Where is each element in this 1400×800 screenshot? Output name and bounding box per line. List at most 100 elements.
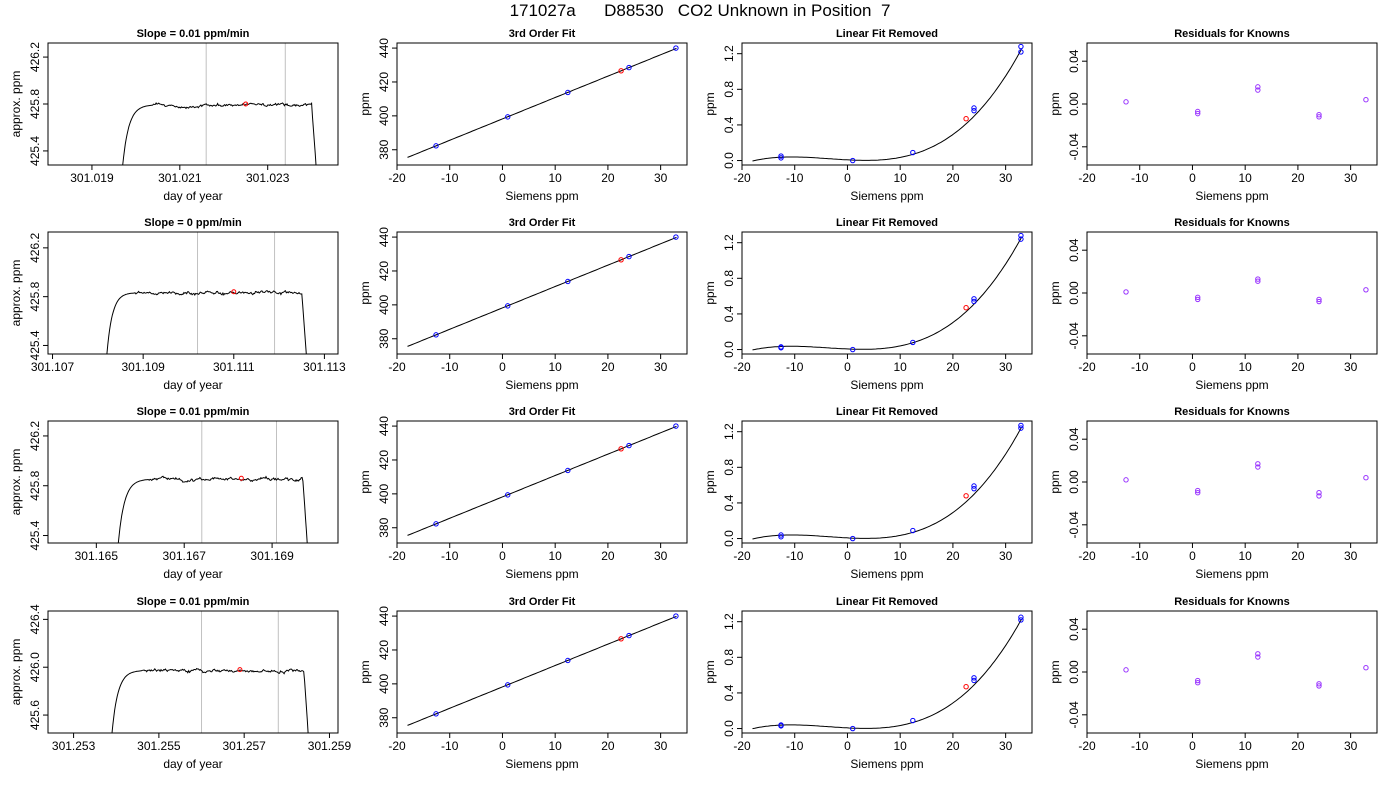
x-axis-label: Siemens ppm — [1195, 757, 1268, 771]
x-tick-label: 30 — [1344, 739, 1358, 753]
residual-point — [1316, 298, 1322, 305]
y-tick-label: 0.04 — [1067, 427, 1081, 451]
residual-point — [1255, 278, 1261, 284]
fit-curve — [407, 236, 677, 347]
x-tick-label: -20 — [388, 360, 406, 374]
x-tick-label: 30 — [999, 171, 1013, 185]
x-tick-label: 10 — [1239, 171, 1253, 185]
y-tick-label: 0.4 — [722, 305, 736, 322]
plot-frame — [741, 42, 1033, 166]
y-tick-label: -0.04 — [1067, 133, 1081, 161]
plot-frame — [741, 231, 1033, 355]
y-tick-label: 0.0 — [722, 720, 736, 737]
known-standard-point — [626, 64, 632, 71]
x-tick-label: 301.257 — [222, 739, 266, 753]
x-tick-label: 0 — [499, 549, 506, 563]
x-tick-label: 10 — [549, 739, 563, 753]
residual-point — [1195, 487, 1201, 494]
x-axis-label: day of year — [163, 189, 222, 203]
y-tick-label: 425.8 — [28, 470, 42, 500]
known-standard-point — [626, 253, 632, 260]
x-tick-label: 30 — [654, 549, 668, 563]
x-tick-label: 301.169 — [250, 549, 294, 563]
x-tick-label: 20 — [1291, 171, 1305, 185]
x-tick-label: 301.107 — [31, 360, 75, 374]
x-tick-label: 0 — [1189, 549, 1196, 563]
unknown-average-point — [238, 475, 244, 481]
y-tick-label: 0.0 — [722, 152, 736, 169]
unknown-sample-point — [618, 257, 624, 263]
y-tick-label: 0.0 — [722, 530, 736, 547]
x-tick-label: -10 — [1131, 360, 1149, 374]
known-standard-point — [778, 532, 784, 538]
x-tick-label: 20 — [946, 171, 960, 185]
residual-point — [1123, 99, 1129, 105]
x-tick-label: 0 — [844, 171, 851, 185]
panel-title: Residuals for Knowns — [1174, 596, 1290, 608]
residual-point — [1316, 683, 1322, 689]
x-tick-label: 301.109 — [121, 360, 165, 374]
y-tick-label: 380 — [377, 707, 391, 727]
y-tick-label: 0.8 — [722, 81, 736, 98]
x-tick-label: 301.111 — [213, 360, 255, 374]
x-tick-label: -20 — [733, 549, 751, 563]
x-tick-label: 20 — [1291, 360, 1305, 374]
x-tick-label: -20 — [733, 171, 751, 185]
unknown-sample-point — [963, 683, 969, 690]
x-tick-label: 30 — [654, 739, 668, 753]
known-standard-point — [673, 234, 679, 240]
known-standard-point — [626, 632, 632, 639]
known-standard-point — [565, 89, 571, 96]
x-tick-label: 30 — [999, 360, 1013, 374]
known-standard-point — [565, 657, 571, 664]
x-axis-label: Siemens ppm — [850, 757, 923, 771]
known-standard-point — [971, 483, 977, 489]
known-standard-point — [850, 346, 856, 353]
known-standard-point — [850, 157, 856, 164]
panel-title: Residuals for Knowns — [1174, 28, 1290, 40]
y-tick-label: 440 — [377, 227, 391, 247]
y-tick-label: 0.00 — [1067, 92, 1081, 116]
y-tick-label: 425.4 — [28, 330, 42, 360]
known-standard-point — [910, 717, 916, 724]
y-tick-label: 425.8 — [28, 89, 42, 119]
plot-frame — [396, 42, 688, 166]
known-standard-point — [850, 535, 856, 542]
y-tick-label: 0.4 — [722, 684, 736, 701]
x-tick-label: 10 — [894, 739, 908, 753]
x-axis-label: Siemens ppm — [850, 189, 923, 203]
x-tick-label: 10 — [549, 360, 563, 374]
residual-point — [1255, 651, 1261, 657]
x-axis-label: day of year — [163, 378, 222, 392]
x-tick-label: -20 — [1078, 739, 1096, 753]
x-tick-label: 0 — [1189, 739, 1196, 753]
x-tick-label: 10 — [1239, 739, 1253, 753]
plot-frame — [396, 420, 688, 544]
known-standard-point — [778, 722, 784, 728]
residual-point — [1123, 667, 1129, 673]
fit-curve — [407, 615, 677, 726]
residual-point — [1195, 296, 1201, 303]
plot-frame — [47, 231, 339, 355]
x-tick-label: 0 — [844, 549, 851, 563]
x-tick-label: -20 — [1078, 171, 1096, 185]
known-standard-point — [1018, 43, 1024, 50]
x-axis-label: day of year — [163, 567, 222, 581]
known-standard-point — [778, 344, 784, 350]
x-tick-label: -20 — [1078, 360, 1096, 374]
known-standard-point — [910, 149, 916, 156]
x-tick-label: 0 — [844, 739, 851, 753]
residual-point — [1195, 108, 1201, 115]
y-tick-label: 400 — [377, 295, 391, 315]
x-tick-label: -20 — [1078, 549, 1096, 563]
residual-point — [1316, 112, 1322, 118]
y-tick-label: 420 — [377, 450, 391, 470]
x-tick-label: -10 — [1131, 549, 1149, 563]
x-tick-label: 30 — [654, 360, 668, 374]
known-standard-point — [778, 155, 784, 161]
y-axis-label: ppm — [1048, 92, 1062, 115]
residual-point — [1255, 461, 1261, 467]
x-axis-label: Siemens ppm — [1195, 378, 1268, 392]
y-tick-label: 440 — [377, 416, 391, 436]
x-tick-label: 301.019 — [70, 171, 114, 185]
